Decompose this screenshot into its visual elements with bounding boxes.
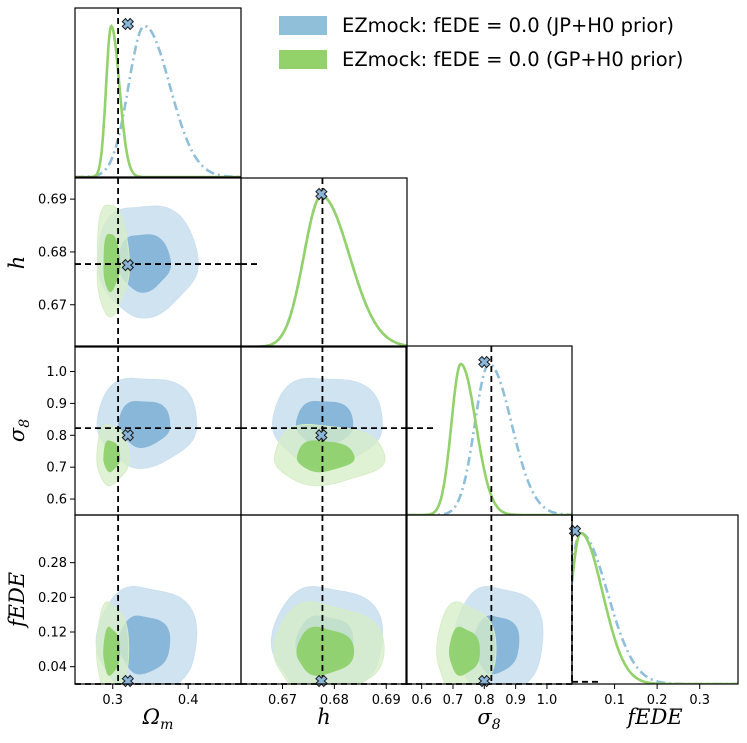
xlabel-h: h — [317, 705, 331, 729]
pdf-line-h-series-0 — [241, 194, 407, 347]
diag-panel-h — [241, 194, 407, 347]
ytick-label-f-1: 0.12 — [38, 626, 67, 641]
legend: EZmock: fEDE = 0.0 (JP+H0 prior) EZmock:… — [279, 14, 683, 71]
contour-panel-h-s8 — [271, 377, 386, 487]
contour-inner-om-h-series-1 — [103, 233, 121, 293]
contour-panel-om-f — [95, 585, 198, 684]
xtick-label-h-1: 0.68 — [320, 693, 349, 708]
diag-panel-f — [572, 531, 738, 684]
contour-panel-om-h — [96, 204, 199, 319]
ytick-label-h-1: 0.68 — [38, 245, 67, 260]
contour-inner-om-f-series-1 — [103, 626, 120, 676]
xtick-label-om-0: 0.3 — [102, 693, 123, 708]
ylabel-s8: σ8 — [5, 419, 33, 442]
ytick-label-h-0: 0.67 — [38, 298, 67, 313]
marker-h-s8 — [315, 429, 328, 442]
diag-panel-s8 — [406, 362, 572, 515]
contour-panel-om-s8 — [96, 377, 198, 487]
legend-label-jp: EZmock: fEDE = 0.0 (JP+H0 prior) — [342, 14, 674, 37]
pdf-line-om-series-0 — [75, 24, 241, 177]
contour-inner-om-s8-series-1 — [103, 440, 121, 473]
pdf-line-s8-series-1 — [406, 362, 572, 515]
ytick-label-f-0: 0.04 — [38, 660, 67, 675]
diag-panel-om — [75, 24, 241, 177]
legend-swatch-jp — [279, 16, 327, 35]
xtick-label-om-1: 0.4 — [178, 693, 199, 708]
contour-inner-h-f-series-1 — [296, 626, 355, 676]
contour-panel-h-f — [270, 585, 385, 684]
panel-frame-h-h — [240, 177, 408, 348]
panel-frame-h-f — [240, 514, 408, 685]
legend-swatch-gp — [279, 50, 327, 69]
ytick-label-s8-3: 0.9 — [46, 397, 67, 412]
xtick-label-s8-2: 0.8 — [474, 693, 495, 708]
xtick-label-s8-4: 1.0 — [537, 693, 558, 708]
xtick-label-f-2: 0.3 — [689, 693, 710, 708]
xlabel-s8: σ8 — [477, 705, 500, 733]
ytick-label-s8-2: 0.8 — [46, 429, 67, 444]
ytick-label-f-2: 0.20 — [38, 591, 67, 606]
contour-inner-om-f-series-0 — [117, 615, 171, 675]
marker-om-h — [121, 258, 135, 272]
contour-inner-h-s8-series-1 — [296, 440, 355, 473]
panels: 0.3 0.4 0.67 0.68 0.69 0.6 0.7 0.8 0.9 1.0 0.1 0.2 0… — [5, 7, 739, 733]
ytick-label-s8-4: 1.0 — [46, 365, 67, 380]
xtick-label-h-0: 0.67 — [268, 693, 297, 708]
marker-s8-s8 — [478, 355, 491, 369]
xtick-label-s8-0: 0.6 — [411, 693, 432, 708]
ytick-label-s8-1: 0.7 — [46, 461, 67, 476]
ytick-label-h-2: 0.69 — [38, 193, 67, 208]
xtick-label-f-1: 0.2 — [647, 693, 668, 708]
marker-om-om — [121, 17, 135, 31]
xtick-label-s8-3: 0.9 — [505, 693, 526, 708]
pdf-line-h-series-1 — [241, 194, 407, 347]
panel-frame-f-f — [571, 514, 739, 685]
pdf-line-om-series-1 — [75, 24, 241, 177]
xtick-label-f-0: 0.1 — [604, 693, 625, 708]
pdf-line-f-series-0 — [572, 531, 738, 684]
xtick-label-s8-1: 0.7 — [443, 693, 464, 708]
legend-label-gp: EZmock: fEDE = 0.0 (GP+H0 prior) — [342, 48, 683, 71]
ylabel-h: h — [5, 256, 29, 270]
xlabel-f: fEDE — [625, 705, 682, 729]
ytick-label-s8-0: 0.6 — [46, 493, 67, 508]
xtick-label-h-2: 0.69 — [372, 693, 401, 708]
xlabel-om: Ωm — [142, 705, 174, 733]
contour-inner-om-h-series-0 — [118, 234, 171, 293]
ylabel-f: fEDE — [5, 572, 29, 629]
marker-om-s8 — [121, 429, 135, 442]
marker-h-h — [315, 187, 328, 201]
panel-frame-om-om — [74, 7, 242, 178]
contour-inner-s8-f-series-1 — [449, 626, 480, 676]
ytick-label-f-3: 0.28 — [38, 556, 67, 571]
contour-panel-s8-f — [436, 585, 544, 684]
